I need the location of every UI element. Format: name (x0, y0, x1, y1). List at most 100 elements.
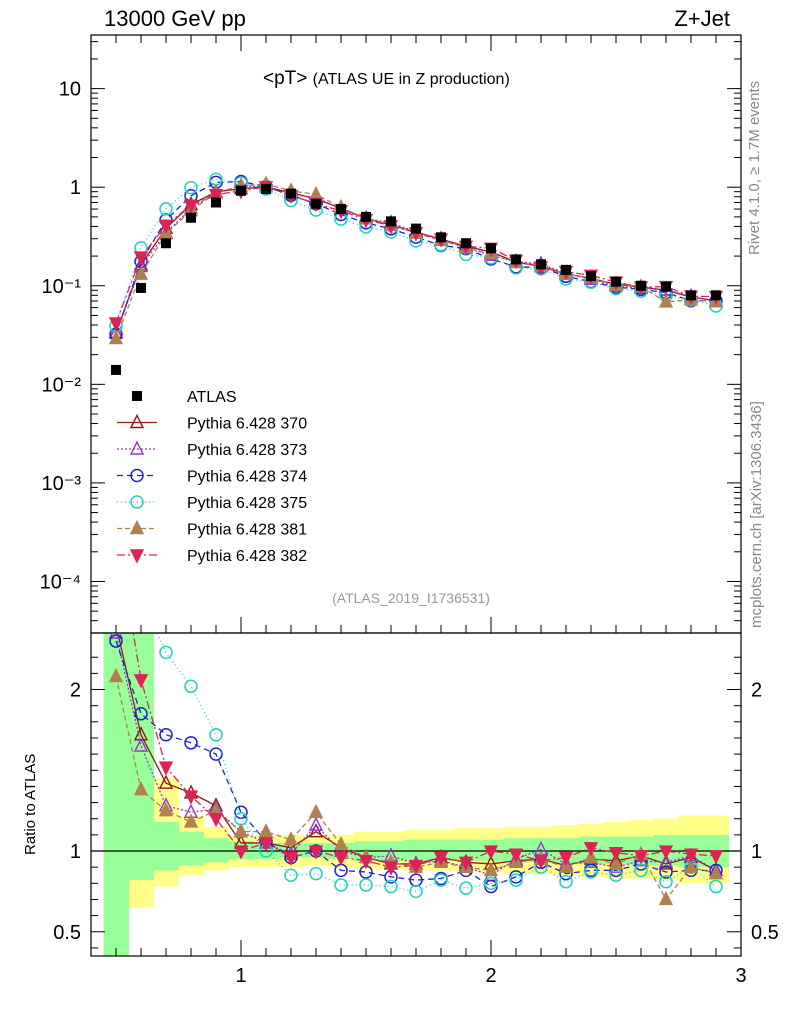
stat-uncertainty-band (203, 838, 229, 863)
legend-marker-p373 (129, 440, 145, 455)
data-point-ATLAS (686, 290, 696, 301)
data-point-ATLAS (261, 183, 271, 194)
stat-uncertainty-band (453, 839, 479, 861)
ratio-point-p382 (233, 845, 249, 860)
ratio-point-p382 (458, 856, 474, 871)
main-line-p373 (115, 185, 717, 334)
ratio-point-p375 (509, 873, 523, 887)
ratio-point-p381 (308, 803, 324, 818)
main-point-p375 (159, 202, 173, 216)
ratio-point-p381 (258, 823, 274, 838)
main-point-p382 (158, 219, 174, 234)
main-line-p375 (115, 178, 717, 327)
data-point-ATLAS (136, 282, 146, 293)
ratio-point-p375 (209, 727, 223, 742)
data-point-ATLAS (586, 271, 596, 282)
ratio-error-bands (103, 633, 729, 956)
data-point-ATLAS (361, 211, 371, 222)
ratio-point-p374 (159, 727, 173, 742)
data-point-ATLAS (111, 364, 121, 375)
legend-label-ATLAS: ATLAS (187, 389, 237, 406)
main-line-p381 (115, 183, 717, 339)
ratio-y-tick-label: 0.5 (53, 922, 81, 944)
ratio-point-p375 (334, 878, 348, 892)
ratio-point-p370 (158, 774, 174, 789)
ratio-point-p382 (708, 850, 724, 865)
main-series (108, 172, 724, 375)
ratio-point-p375 (309, 866, 323, 881)
data-point-ATLAS (236, 185, 246, 196)
ratio-point-p382 (483, 845, 499, 860)
ratio-point-p375 (584, 865, 598, 879)
stat-uncertainty-band (128, 633, 154, 881)
x-tick-label: 2 (485, 965, 496, 987)
main-point-p382 (133, 251, 149, 266)
ratio-point-p373 (658, 853, 674, 869)
ratio-point-p381 (558, 858, 574, 873)
main-point-p382 (183, 199, 199, 214)
data-point-ATLAS (461, 238, 471, 249)
main-point-p382 (108, 317, 124, 332)
ratio-point-p382 (533, 855, 549, 870)
main-y-tick-label: 10⁻¹ (42, 276, 82, 298)
ratio-point-p382 (183, 790, 199, 805)
ratio-point-p382 (208, 813, 224, 828)
ratio-point-p381 (333, 835, 349, 851)
ratio-point-p374 (209, 747, 223, 761)
ratio-point-p382 (158, 761, 174, 776)
legend-label-p370: Pythia 6.428 370 (187, 416, 307, 433)
x-tick-label: 3 (735, 965, 746, 987)
data-point-ATLAS (311, 198, 321, 209)
main-y-tick-label: 10 (59, 79, 81, 101)
ratio-point-p382 (683, 848, 699, 863)
ratio-point-p375 (484, 876, 498, 891)
ratio-point-p374 (484, 879, 498, 894)
ratio-y-tick-label-right: 2 (751, 680, 762, 702)
stat-uncertainty-band (403, 839, 429, 861)
ratio-point-p374 (184, 736, 198, 750)
ratio-point-p382 (358, 855, 374, 870)
legend-label-p381: Pythia 6.428 381 (187, 522, 307, 539)
ratio-point-p382 (508, 848, 524, 863)
main-point-p382 (208, 188, 224, 204)
main-y-tick-label: 10⁻³ (42, 473, 82, 495)
data-point-ATLAS (486, 243, 496, 254)
ratio-point-p382 (433, 851, 449, 867)
legend-label-p373: Pythia 6.428 373 (187, 442, 307, 459)
ratio-point-p375 (284, 868, 298, 882)
ratio-point-p381 (183, 813, 199, 828)
ratio-y-tick-label: 2 (70, 680, 81, 702)
main-line-p370 (115, 186, 717, 333)
ratio-y-tick-label: 1 (70, 841, 81, 863)
data-point-ATLAS (711, 290, 721, 301)
main-point-p375 (184, 180, 198, 195)
stat-uncertainty-band (103, 633, 129, 956)
ratio-point-p382 (258, 837, 274, 852)
main-y-tick-label: 10⁻² (42, 374, 82, 396)
data-point-ATLAS (661, 281, 671, 292)
main-y-tick-label: 1 (70, 177, 81, 199)
ratio-point-p375 (409, 884, 423, 899)
ratio-point-p382 (633, 850, 649, 865)
legend-label-p374: Pythia 6.428 374 (187, 469, 307, 486)
main-line-p374 (115, 180, 716, 335)
legend-marker-ATLAS (132, 391, 142, 401)
rivet-version-label: Rivet 4.1.0, ≥ 1.7M events (746, 80, 763, 255)
ratio-point-p381 (583, 848, 599, 864)
main-point-p381 (308, 185, 324, 201)
ratio-point-p382 (558, 851, 574, 867)
ratio-point-p374 (109, 634, 123, 648)
data-point-ATLAS (186, 212, 196, 223)
ratio-point-p375 (559, 874, 573, 889)
ratio-point-p381 (158, 802, 174, 817)
main-y-tick-label: 10⁻⁴ (40, 571, 81, 593)
ratio-point-p382 (333, 851, 349, 867)
ratio-point-p375 (434, 873, 448, 887)
data-point-ATLAS (286, 188, 296, 199)
stat-uncertainty-band (178, 831, 204, 866)
ratio-y-axis-label: Ratio to ATLAS (22, 753, 39, 855)
legend: ATLAS Pythia 6.428 370 Pythia 6.428 373 Pyt… (117, 389, 307, 565)
mcplots-label: mcplots.cern.ch [arXiv:1306.3436] (748, 401, 765, 628)
ratio-y-tick-label-right: 1 (751, 841, 762, 863)
